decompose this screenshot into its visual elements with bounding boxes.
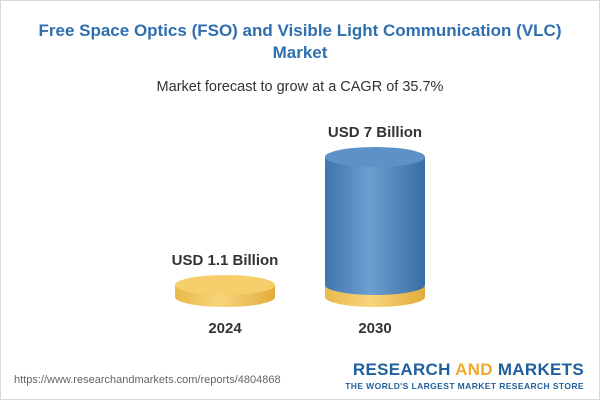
cylinder-2024-base-top [175,275,275,295]
brand-logo: RESEARCH AND MARKETS THE WORLD'S LARGEST… [345,360,584,391]
cylinder-2024-base [175,275,275,307]
category-label-2030: 2030 [358,320,391,337]
cylinder-2030-growth-body [325,157,425,295]
cylinder-2030-growth [325,147,425,295]
source-url[interactable]: https://www.researchandmarkets.com/repor… [14,374,281,386]
brand-name-part1: RESEARCH [352,360,456,379]
brand-name-part2: MARKETS [492,360,584,379]
chart-title: Free Space Optics (FSO) and Visible Ligh… [38,21,562,62]
data-label-2024: USD 1.1 Billion [172,252,279,269]
chart-subtitle: Market forecast to grow at a CAGR of 35.… [156,79,444,95]
data-label-2030: USD 7 Billion [328,124,422,141]
brand-tagline: THE WORLD'S LARGEST MARKET RESEARCH STOR… [345,381,584,391]
brand-name-and: AND [455,360,493,379]
cylinder-2030-growth-top [325,147,425,167]
category-label-2024: 2024 [208,320,242,337]
brand-name: RESEARCH AND MARKETS [345,360,584,380]
